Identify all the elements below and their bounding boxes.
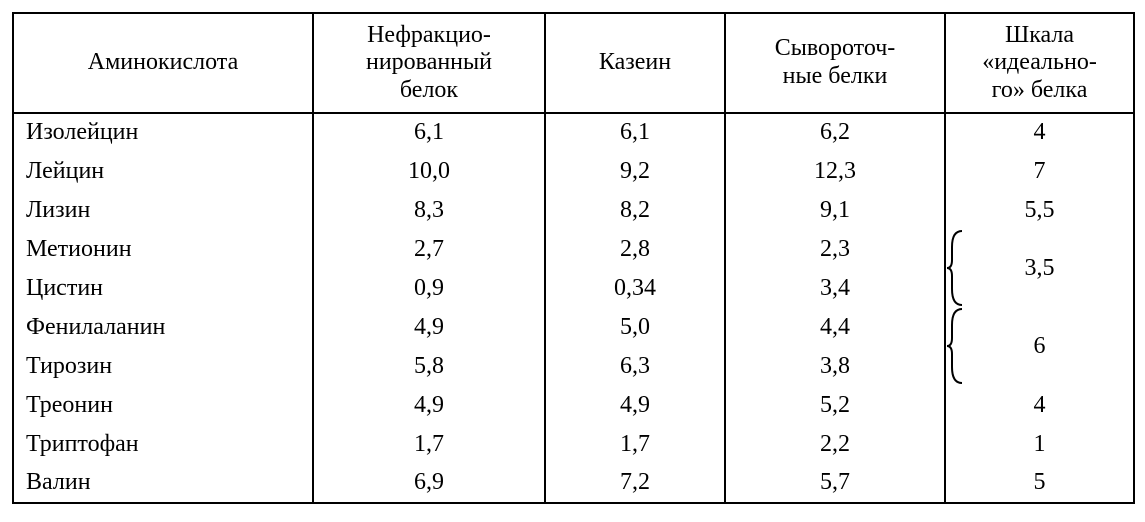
col-unfractionated: Нефракцио-нированныйбелок — [313, 13, 545, 113]
cell-name: Треонин — [13, 386, 313, 425]
cell-name: Цистин — [13, 269, 313, 308]
table-row: Триптофан 1,7 1,7 2,2 1 — [13, 425, 1134, 464]
col-casein: Казеин — [545, 13, 725, 113]
table-row: Изолейцин 6,1 6,1 6,2 4 — [13, 113, 1134, 152]
table-row: Валин 6,9 7,2 5,7 5 — [13, 464, 1134, 503]
cell-c1: 2,7 — [313, 230, 545, 269]
cell-c4: 1 — [945, 425, 1134, 464]
cell-c2: 8,2 — [545, 191, 725, 230]
cell-c3: 12,3 — [725, 152, 945, 191]
cell-c4: 4 — [945, 113, 1134, 152]
cell-c4-group: 3,5 — [945, 230, 1134, 308]
cell-c3: 3,4 — [725, 269, 945, 308]
cell-c1: 4,9 — [313, 308, 545, 347]
cell-c1: 8,3 — [313, 191, 545, 230]
table-row: Треонин 4,9 4,9 5,2 4 — [13, 386, 1134, 425]
cell-name: Лизин — [13, 191, 313, 230]
cell-c1: 6,9 — [313, 464, 545, 503]
cell-c1: 1,7 — [313, 425, 545, 464]
cell-c1: 6,1 — [313, 113, 545, 152]
cell-name: Метионин — [13, 230, 313, 269]
cell-c4: 5 — [945, 464, 1134, 503]
cell-c2: 9,2 — [545, 152, 725, 191]
cell-c1: 0,9 — [313, 269, 545, 308]
cell-c2: 1,7 — [545, 425, 725, 464]
table-wrap: Аминокислота Нефракцио-нированныйбелок К… — [12, 12, 1133, 504]
cell-c2: 2,8 — [545, 230, 725, 269]
cell-c2: 7,2 — [545, 464, 725, 503]
cell-c2: 6,1 — [545, 113, 725, 152]
amino-acid-table: Аминокислота Нефракцио-нированныйбелок К… — [12, 12, 1135, 504]
cell-c1: 10,0 — [313, 152, 545, 191]
table-row: Лизин 8,3 8,2 9,1 5,5 — [13, 191, 1134, 230]
cell-c2: 4,9 — [545, 386, 725, 425]
cell-c3: 4,4 — [725, 308, 945, 347]
cell-name: Триптофан — [13, 425, 313, 464]
cell-c3: 6,2 — [725, 113, 945, 152]
header-row: Аминокислота Нефракцио-нированныйбелок К… — [13, 13, 1134, 113]
cell-c1: 4,9 — [313, 386, 545, 425]
cell-c2: 6,3 — [545, 347, 725, 386]
cell-c3: 5,2 — [725, 386, 945, 425]
cell-c1: 5,8 — [313, 347, 545, 386]
cell-name: Изолейцин — [13, 113, 313, 152]
cell-c2: 5,0 — [545, 308, 725, 347]
cell-c3: 5,7 — [725, 464, 945, 503]
cell-c2: 0,34 — [545, 269, 725, 308]
cell-c4: 7 — [945, 152, 1134, 191]
table-row: Лейцин 10,0 9,2 12,3 7 — [13, 152, 1134, 191]
cell-c3: 2,2 — [725, 425, 945, 464]
col-whey: Сывороточ-ные белки — [725, 13, 945, 113]
cell-c4: 4 — [945, 386, 1134, 425]
cell-c4: 5,5 — [945, 191, 1134, 230]
cell-c3: 3,8 — [725, 347, 945, 386]
cell-c3: 2,3 — [725, 230, 945, 269]
cell-name: Валин — [13, 464, 313, 503]
cell-name: Фенилаланин — [13, 308, 313, 347]
table-row: Фенилаланин 4,9 5,0 4,4 6 — [13, 308, 1134, 347]
cell-name: Лейцин — [13, 152, 313, 191]
cell-c3: 9,1 — [725, 191, 945, 230]
col-ideal-scale: Шкала«идеально-го» белка — [945, 13, 1134, 113]
cell-name: Тирозин — [13, 347, 313, 386]
col-amino-acid: Аминокислота — [13, 13, 313, 113]
table-row: Метионин 2,7 2,8 2,3 3,5 — [13, 230, 1134, 269]
cell-c4-group: 6 — [945, 308, 1134, 386]
